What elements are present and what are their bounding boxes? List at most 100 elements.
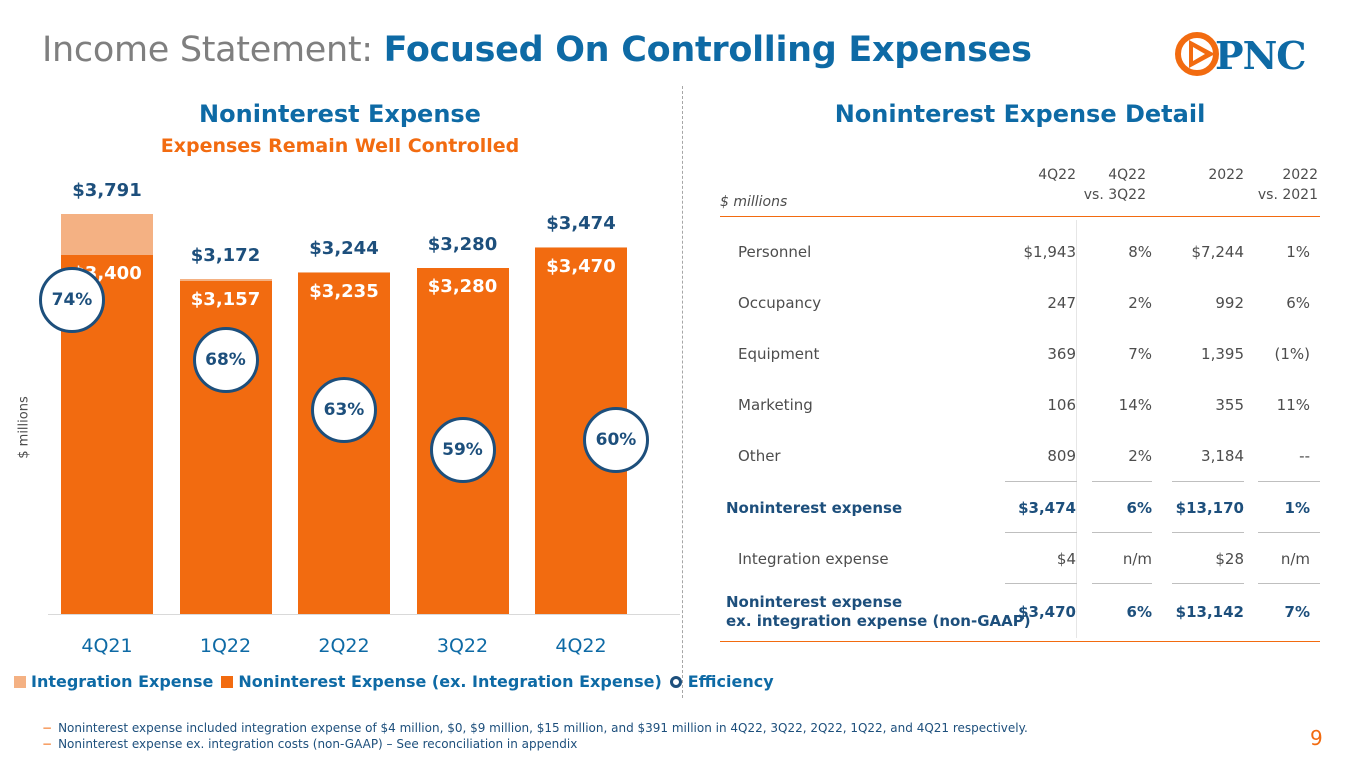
bar-segment-noninterest	[298, 272, 390, 614]
legend-label-noninterest: Noninterest Expense (ex. Integration Exp…	[238, 672, 662, 691]
x-axis-baseline	[48, 614, 680, 615]
header-4q22-line2: 4Q22	[1038, 167, 1076, 183]
x-tick-label: 3Q22	[436, 635, 489, 657]
subtotal-rule	[1172, 481, 1244, 482]
cell-2022: $7,244	[1191, 242, 1245, 261]
table-units: $ millions	[720, 194, 788, 210]
header-2022: 2022	[1160, 165, 1244, 185]
subtotal-rule	[1258, 481, 1320, 482]
cell-2022-vs-2021: --	[1299, 446, 1310, 465]
cell-4q22-vs-3q22: 8%	[1128, 242, 1152, 261]
subtotal-rule	[1172, 532, 1244, 533]
efficiency-marker: 74%	[39, 267, 105, 333]
segment-label: $3,470	[546, 255, 616, 277]
chart-title: Noninterest Expense	[199, 100, 481, 128]
cell-2022: 992	[1215, 293, 1244, 312]
bar-2q22	[298, 271, 390, 614]
cell-2022: $13,142	[1175, 602, 1244, 621]
cell-2022-vs-2021: 1%	[1284, 498, 1310, 517]
cell-2022: 355	[1215, 395, 1244, 414]
cell-4q22-vs-3q22: 14%	[1118, 395, 1152, 414]
legend-label-integration: Integration Expense	[31, 672, 214, 691]
y-axis-label: $ millions	[16, 396, 32, 459]
subtotal-rule	[1258, 532, 1320, 533]
total-label: $3,474	[546, 213, 616, 235]
bar-segment-integration	[298, 271, 390, 273]
cell-2022: $28	[1215, 549, 1244, 568]
efficiency-marker: 68%	[192, 327, 259, 393]
legend-swatch-noninterest	[221, 675, 234, 688]
row-label: Other	[738, 446, 781, 465]
cell-2022-vs-2021: n/m	[1280, 549, 1310, 568]
cell-4q22: 809	[1047, 446, 1076, 465]
table-row: Other 809 2% 3,184 --	[720, 430, 1320, 481]
table-row-total: Noninterest expense $3,474 6% $13,170 1%	[720, 482, 1320, 533]
cell-2022-vs-2021: 11%	[1276, 395, 1310, 414]
bar-segment-integration	[61, 214, 153, 256]
footnote: − Noninterest expense ex. integration cos…	[42, 737, 578, 751]
subtotal-rule	[1092, 532, 1152, 533]
page-title: Income Statement: Focused On Controlling…	[42, 30, 1032, 70]
segment-label: $3,157	[190, 288, 261, 310]
cell-2022: 1,395	[1201, 344, 1244, 363]
cell-4q22-vs-3q22: n/m	[1122, 549, 1152, 568]
bar-4q21	[61, 214, 153, 614]
cell-4q22-vs-3q22: 6%	[1126, 602, 1152, 621]
subtotal-rule	[1005, 481, 1077, 482]
total-label: $3,244	[309, 237, 379, 259]
cell-2022-vs-2021: 7%	[1284, 602, 1310, 621]
pnc-logo: PNC	[1175, 30, 1335, 80]
cell-4q22-vs-3q22: 7%	[1128, 344, 1152, 363]
header-2022-vs-2021: 2022 vs. 2021	[1250, 165, 1318, 205]
segment-label: $3,280	[427, 275, 498, 297]
table-row: Personnel $1,943 8% $7,244 1%	[720, 226, 1320, 277]
total-label: $3,280	[427, 233, 498, 255]
table-row: Equipment 369 7% 1,395 (1%)	[720, 328, 1320, 379]
efficiency-marker: 60%	[583, 407, 649, 473]
subtotal-rule	[1092, 481, 1152, 482]
legend-label-efficiency: Efficiency	[687, 672, 774, 691]
header-4q22-vs-3q22-line1: 4Q22	[1108, 167, 1146, 183]
table-row-non-gaap: Noninterest expense ex. integration expe…	[720, 586, 1320, 637]
footnote-text: Noninterest expense included integration…	[58, 721, 1028, 735]
efficiency-marker: 63%	[311, 377, 377, 443]
footnotes: − Noninterest expense included integratio…	[42, 720, 1028, 752]
row-label: Equipment	[738, 344, 820, 363]
footnote: − Noninterest expense included integratio…	[42, 721, 1028, 735]
x-tick-label: 2Q22	[318, 635, 370, 657]
header-4q22-vs-3q22: 4Q22 vs. 3Q22	[1080, 165, 1146, 205]
legend-item-efficiency: Efficiency	[669, 672, 774, 691]
total-label: $3,791	[72, 180, 142, 201]
panel-divider	[682, 86, 683, 698]
cell-4q22-vs-3q22: 2%	[1128, 446, 1152, 465]
cell-4q22: $3,474	[1018, 498, 1076, 517]
header-2022-line2: 2022	[1208, 167, 1244, 183]
legend-swatch-integration	[14, 675, 26, 688]
row-label-line2: ex. integration expense (non-GAAP)	[726, 611, 1031, 630]
footnote-text: Noninterest expense ex. integration cost…	[58, 737, 578, 751]
cell-2022-vs-2021: 1%	[1286, 242, 1310, 261]
cell-4q22: $1,943	[1023, 242, 1077, 261]
legend-ring-efficiency	[669, 675, 682, 688]
pnc-logo-text: PNC	[1215, 33, 1307, 78]
bar-segment-integration	[179, 279, 272, 281]
x-tick-label: 4Q22	[555, 635, 607, 657]
row-label-two-line: Noninterest expense ex. integration expe…	[726, 586, 1031, 637]
subtotal-rule	[1005, 583, 1077, 584]
subtotal-rule	[1092, 583, 1152, 584]
subtotal-rule	[1258, 583, 1320, 584]
cell-2022-vs-2021: 6%	[1286, 293, 1310, 312]
row-label: Occupancy	[738, 293, 822, 312]
cell-2022: $13,170	[1175, 498, 1244, 517]
noninterest-expense-chart: $ millions $3,791 $3,400 4Q21 74% $3,172 $3,1…	[0, 0, 682, 700]
cell-2022-vs-2021: (1%)	[1274, 344, 1310, 363]
cell-4q22-vs-3q22: 6%	[1126, 498, 1152, 517]
cell-4q22: 106	[1047, 395, 1076, 414]
cell-2022: 3,184	[1201, 446, 1244, 465]
total-label: $3,172	[190, 245, 261, 267]
cell-4q22: $3,470	[1018, 602, 1076, 621]
chart-subtitle: Expenses Remain Well Controlled	[160, 135, 520, 157]
row-label: Integration expense	[738, 549, 889, 568]
row-label: Noninterest expense	[726, 498, 903, 517]
subtotal-rule	[1005, 532, 1077, 533]
